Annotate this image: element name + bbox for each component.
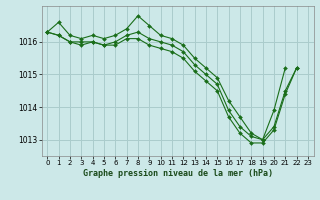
X-axis label: Graphe pression niveau de la mer (hPa): Graphe pression niveau de la mer (hPa) (83, 169, 273, 178)
